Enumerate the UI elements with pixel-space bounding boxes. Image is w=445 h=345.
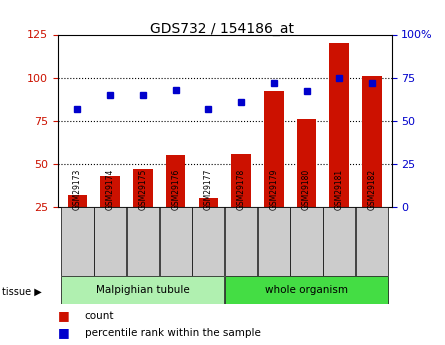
Bar: [264, 91, 283, 207]
Bar: [101, 176, 120, 207]
Text: GSM29173: GSM29173: [73, 169, 82, 210]
Bar: [61, 207, 93, 276]
Bar: [225, 276, 388, 304]
Bar: [61, 276, 224, 304]
Bar: [297, 119, 316, 207]
Bar: [362, 76, 382, 207]
Bar: [133, 169, 153, 207]
Text: GSM29177: GSM29177: [204, 169, 213, 210]
Bar: [192, 207, 224, 276]
Bar: [225, 207, 257, 276]
Bar: [231, 154, 251, 207]
Bar: [291, 207, 323, 276]
Text: GSM29175: GSM29175: [138, 169, 147, 210]
Text: whole organism: whole organism: [265, 285, 348, 295]
Text: ■: ■: [58, 326, 69, 339]
Text: GSM29176: GSM29176: [171, 169, 180, 210]
Bar: [160, 207, 192, 276]
Text: ■: ■: [58, 309, 69, 322]
Text: GSM29180: GSM29180: [302, 169, 311, 210]
Text: tissue ▶: tissue ▶: [2, 287, 42, 296]
Bar: [329, 43, 349, 207]
Text: GSM29181: GSM29181: [335, 169, 344, 210]
Bar: [323, 207, 355, 276]
Text: GSM29182: GSM29182: [368, 169, 376, 210]
Text: count: count: [85, 311, 114, 321]
Text: GSM29174: GSM29174: [106, 169, 115, 210]
Text: Malpighian tubule: Malpighian tubule: [96, 285, 190, 295]
Text: GDS732 / 154186_at: GDS732 / 154186_at: [150, 22, 295, 37]
Bar: [68, 195, 87, 207]
Bar: [127, 207, 159, 276]
Bar: [94, 207, 126, 276]
Text: GSM29178: GSM29178: [237, 169, 246, 210]
Bar: [198, 198, 218, 207]
Text: percentile rank within the sample: percentile rank within the sample: [85, 328, 260, 338]
Bar: [166, 155, 186, 207]
Bar: [356, 207, 388, 276]
Bar: [258, 207, 290, 276]
Text: GSM29179: GSM29179: [269, 169, 278, 210]
